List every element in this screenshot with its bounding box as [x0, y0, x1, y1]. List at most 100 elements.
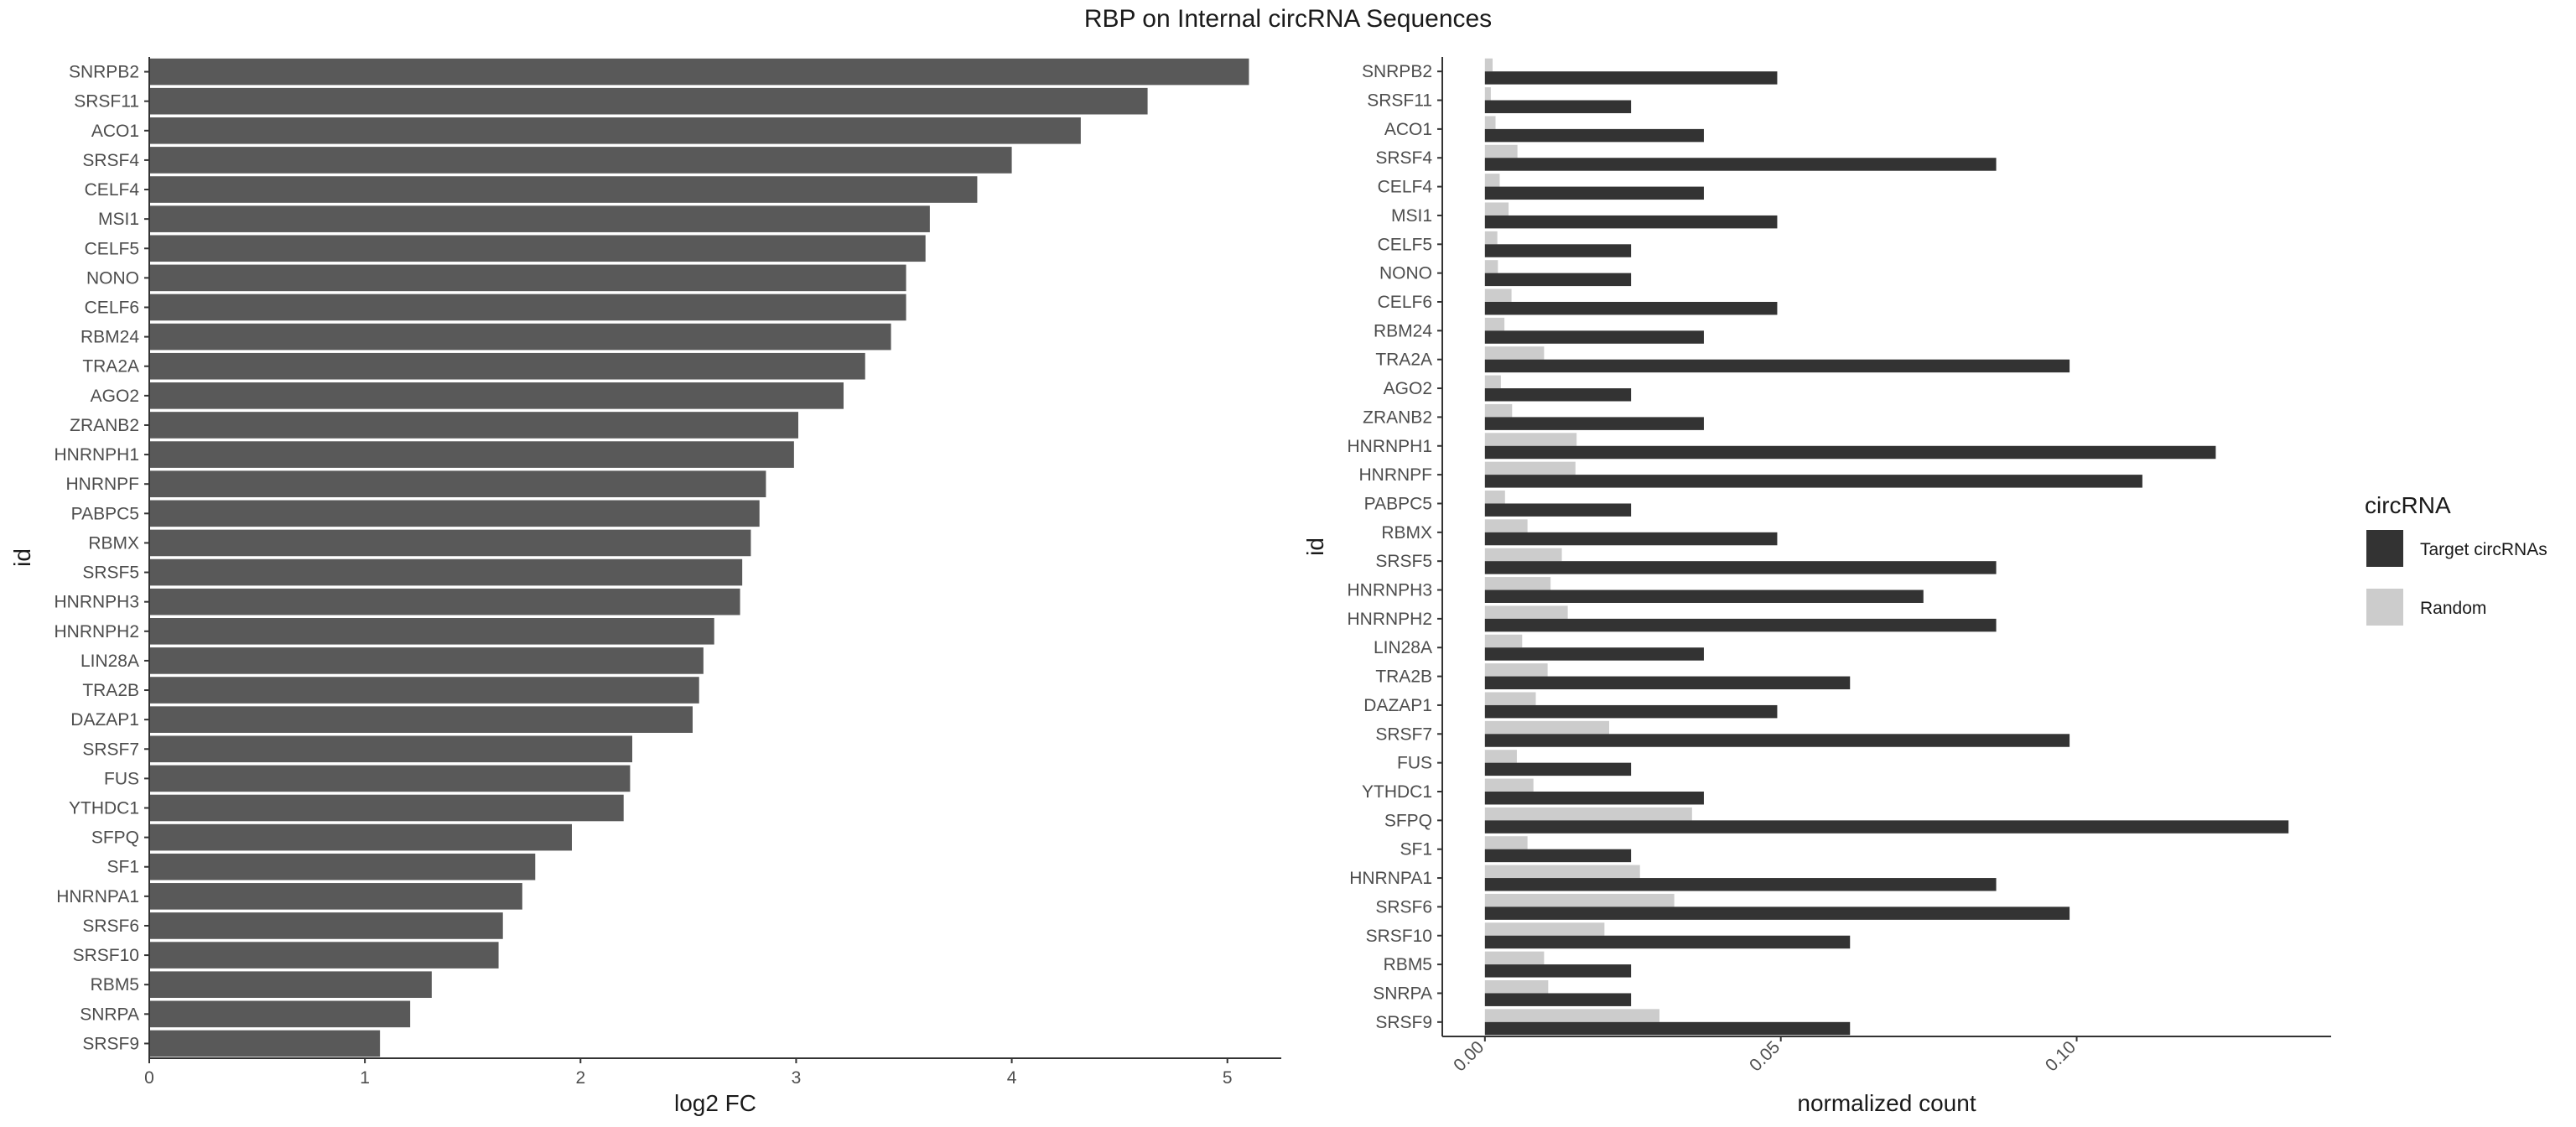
- bar-log2fc-snrpa: [149, 1000, 411, 1028]
- bar-random-hnrnpa1: [1484, 865, 1640, 879]
- bar-log2fc-rbm24: [149, 323, 891, 351]
- bar-random-msi1: [1484, 202, 1509, 216]
- y-tick-label-nono: NONO: [86, 268, 139, 288]
- y-tick-label-ythdc1: YTHDC1: [69, 799, 139, 818]
- y-tick-label-nono: NONO: [1379, 264, 1432, 283]
- y-tick-label-rbmx: RBMX: [1381, 523, 1432, 543]
- y-tick-label-aco1: ACO1: [91, 122, 139, 141]
- y-tick-label-hnrnph1: HNRNPH1: [54, 445, 139, 465]
- y-axis-title: id: [1302, 538, 1328, 556]
- x-tick-label: 1: [360, 1068, 370, 1088]
- bar-random-celf6: [1484, 288, 1512, 302]
- y-tick-label-srsf9: SRSF9: [1375, 1013, 1432, 1032]
- bar-log2fc-srsf5: [149, 558, 743, 586]
- y-tick-label-srsf11: SRSF11: [74, 92, 139, 112]
- y-tick-label-celf5: CELF5: [1378, 235, 1432, 254]
- bar-random-srsf10: [1484, 922, 1605, 936]
- y-tick-label-srsf11: SRSF11: [1367, 91, 1432, 111]
- x-axis-title: normalized count: [1797, 1090, 1976, 1116]
- y-tick-label-tra2a: TRA2A: [82, 357, 139, 377]
- x-tick-label: 3: [792, 1068, 802, 1088]
- bar-log2fc-rbm5: [149, 971, 432, 999]
- x-axis-title: log2 FC: [674, 1090, 756, 1116]
- bar-random-hnrnph2: [1484, 605, 1568, 619]
- bar-log2fc-hnrnph1: [149, 441, 794, 468]
- y-tick-label-tra2b: TRA2B: [1375, 667, 1432, 687]
- bar-target-nono: [1484, 273, 1632, 287]
- bar-log2fc-srsf11: [149, 87, 1148, 115]
- bar-target-dazap1: [1484, 704, 1778, 719]
- y-tick-label-hnrnph2: HNRNPH2: [54, 622, 139, 641]
- bar-log2fc-lin28a: [149, 647, 704, 674]
- y-tick-label-sfpq: SFPQ: [91, 828, 139, 848]
- y-tick-label-hnrnph2: HNRNPH2: [1347, 610, 1432, 629]
- y-tick-label-snrpb2: SNRPB2: [69, 63, 139, 82]
- y-tick-label-dazap1: DAZAP1: [70, 710, 139, 730]
- y-tick-label-msi1: MSI1: [98, 210, 139, 229]
- bar-log2fc-celf6: [149, 293, 906, 321]
- y-tick-label-rbm5: RBM5: [91, 975, 139, 995]
- bar-log2fc-ythdc1: [149, 794, 624, 822]
- y-tick-label-fus: FUS: [1397, 754, 1432, 773]
- x-tick-label: 0.10: [2042, 1037, 2080, 1075]
- bar-log2fc-dazap1: [149, 706, 693, 733]
- y-tick-label-hnrnph1: HNRNPH1: [1347, 437, 1432, 456]
- bar-target-hnrnph3: [1484, 589, 1924, 603]
- bar-target-sf1: [1484, 849, 1632, 863]
- bar-target-srsf4: [1484, 158, 1997, 171]
- bar-random-snrpb2: [1484, 58, 1493, 72]
- y-tick-label-msi1: MSI1: [1391, 206, 1432, 226]
- bar-log2fc-aco1: [149, 117, 1081, 144]
- bar-target-snrpb2: [1484, 71, 1778, 85]
- y-tick-label-sf1: SF1: [1400, 840, 1432, 860]
- bar-target-srsf10: [1484, 935, 1851, 949]
- bar-log2fc-srsf9: [149, 1030, 381, 1057]
- bar-target-celf5: [1484, 244, 1632, 257]
- bar-target-fus: [1484, 762, 1632, 776]
- bar-random-srsf9: [1484, 1009, 1660, 1022]
- bar-random-srsf7: [1484, 720, 1610, 735]
- bar-log2fc-srsf10: [149, 942, 499, 969]
- legend-key-random: [2366, 589, 2403, 626]
- bar-target-msi1: [1484, 215, 1778, 229]
- y-tick-label-zranb2: ZRANB2: [1363, 408, 1432, 427]
- bar-log2fc-nono: [149, 264, 906, 292]
- bar-log2fc-srsf6: [149, 912, 503, 939]
- y-tick-label-srsf6: SRSF6: [82, 917, 139, 936]
- y-tick-label-zranb2: ZRANB2: [70, 416, 139, 435]
- bar-random-nono: [1484, 260, 1498, 273]
- bar-log2fc-hnrnph3: [149, 588, 740, 615]
- y-tick-label-ago2: AGO2: [1384, 379, 1432, 398]
- bar-target-sfpq: [1484, 820, 2289, 834]
- y-tick-label-lin28a: LIN28A: [80, 652, 139, 671]
- x-tick-label: 2: [575, 1068, 585, 1088]
- log2fc-panel: SNRPB2 SRSF11 ACO1 SRSF4 CELF4 MSI1 CELF5 NONO C…: [9, 57, 1281, 1116]
- y-tick-label-ago2: AGO2: [91, 387, 139, 406]
- x-tick-label: 0.05: [1746, 1037, 1784, 1075]
- y-tick-label-srsf4: SRSF4: [1375, 148, 1432, 168]
- bar-random-rbm5: [1484, 951, 1545, 965]
- bar-random-celf5: [1484, 231, 1498, 245]
- bar-target-tra2b: [1484, 676, 1851, 690]
- bar-log2fc-celf5: [149, 235, 926, 262]
- bar-random-aco1: [1484, 116, 1496, 129]
- bar-target-pabpc5: [1484, 503, 1632, 517]
- bar-log2fc-sfpq: [149, 823, 572, 851]
- y-tick-label-celf4: CELF4: [1378, 178, 1433, 197]
- y-tick-label-hnrnpa1: HNRNPA1: [1349, 869, 1432, 888]
- bar-target-rbmx: [1484, 532, 1778, 546]
- normalized-count-panel: SNRPB2 SRSF11 ACO1 SRSF4 CELF4 MSI1 CELF5 NONO C…: [1302, 57, 2331, 1116]
- bar-target-srsf6: [1484, 906, 2070, 920]
- y-tick-label-hnrnph3: HNRNPH3: [54, 593, 139, 612]
- y-tick-label-srsf4: SRSF4: [82, 151, 139, 170]
- bar-log2fc-tra2a: [149, 352, 865, 380]
- bar-random-dazap1: [1484, 692, 1536, 705]
- bar-log2fc-srsf4: [149, 147, 1012, 174]
- y-tick-label-lin28a: LIN28A: [1374, 638, 1432, 657]
- bar-random-snrpa: [1484, 980, 1549, 994]
- x-tick-label: 5: [1223, 1068, 1233, 1088]
- bar-random-tra2b: [1484, 663, 1548, 677]
- bar-target-aco1: [1484, 128, 1704, 143]
- bar-log2fc-celf4: [149, 176, 978, 203]
- bar-log2fc-hnrnpf: [149, 470, 766, 498]
